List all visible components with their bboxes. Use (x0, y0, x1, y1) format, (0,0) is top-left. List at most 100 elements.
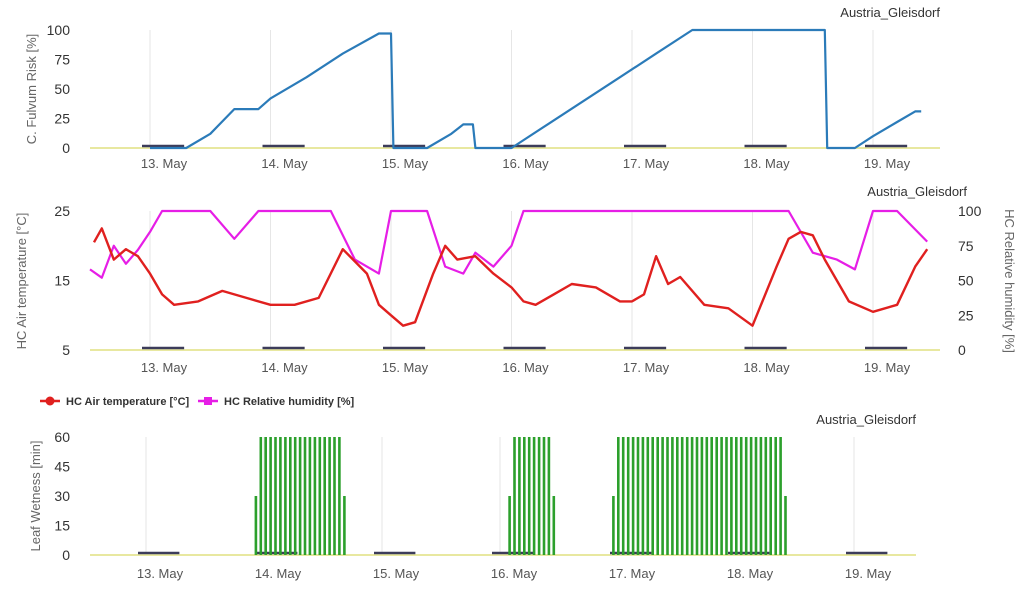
leaf-wetness-bar[interactable] (523, 437, 526, 555)
leaf-wetness-bar[interactable] (269, 437, 272, 555)
leaf-wetness-bar[interactable] (680, 437, 684, 555)
chart3-x-tick-label: 15. May (373, 566, 420, 581)
leaf-wetness-bar[interactable] (754, 437, 758, 555)
chart2-x-tick-label: 18. May (743, 360, 790, 375)
leaf-wetness-bar[interactable] (685, 437, 689, 555)
chart2-x-tick-label: 16. May (502, 360, 549, 375)
leaf-wetness-bar[interactable] (769, 437, 772, 555)
leaf-wetness-bar[interactable] (293, 437, 297, 555)
leaf-wetness-bar[interactable] (705, 437, 709, 555)
leaf-wetness-bar[interactable] (303, 437, 307, 555)
leaf-wetness-bar[interactable] (651, 437, 654, 555)
chart1-x-tick-label: 17. May (623, 156, 670, 171)
leaf-wetness-bar[interactable] (690, 437, 694, 555)
leaf-wetness-bar[interactable] (700, 437, 704, 555)
leaf-wetness-bar[interactable] (547, 437, 551, 555)
leaf-wetness-bar[interactable] (710, 437, 713, 555)
chart1-y-tick-label: 75 (54, 52, 70, 68)
leaf-wetness-bar[interactable] (759, 437, 763, 555)
leaf-wetness-bar[interactable] (744, 437, 748, 555)
leaf-wetness-bar[interactable] (735, 437, 738, 555)
chart2-y-tick-label: 25 (54, 203, 70, 219)
leaf-wetness-bar[interactable] (715, 437, 718, 555)
leaf-wetness-bar[interactable] (612, 496, 615, 555)
chart2-right-axis-label: HC Relative humidity [%] (1002, 209, 1017, 353)
leaf-wetness-bar[interactable] (259, 437, 263, 555)
leaf-wetness-bar[interactable] (636, 437, 640, 555)
chart2-left-axis-label: HC Air temperature [°C] (14, 213, 29, 350)
leaf-wetness-bar[interactable] (725, 437, 728, 555)
leaf-wetness-bar[interactable] (537, 437, 541, 555)
leaf-wetness-bar[interactable] (774, 437, 777, 555)
leaf-wetness-bar[interactable] (764, 437, 768, 555)
leaf-wetness-bar[interactable] (264, 437, 267, 555)
leaf-wetness-bar[interactable] (308, 437, 312, 555)
leaf-wetness-bar[interactable] (532, 437, 536, 555)
leaf-wetness-bar[interactable] (656, 437, 659, 555)
leaf-wetness-bar[interactable] (274, 437, 277, 555)
chart2-x-tick-label: 15. May (382, 360, 429, 375)
humidity-series-line[interactable] (89, 209, 928, 279)
temperature-series-line[interactable] (92, 227, 929, 327)
leaf-wetness-bar[interactable] (695, 437, 699, 555)
leaf-wetness-bar[interactable] (254, 496, 258, 555)
leaf-wetness-bar[interactable] (513, 437, 516, 555)
leaf-wetness-bar[interactable] (328, 437, 331, 555)
legend-label-temperature: HC Air temperature [°C] (66, 396, 190, 408)
legend-label-humidity: HC Relative humidity [%] (224, 396, 355, 408)
chart1-y-axis-label: C. Fulvum Risk [%] (24, 34, 39, 145)
leaf-wetness-bar[interactable] (318, 437, 322, 555)
leaf-wetness-bar[interactable] (641, 437, 645, 555)
chart2-station-label: Austria_Gleisdorf (867, 184, 967, 199)
leaf-wetness-bar[interactable] (338, 437, 341, 555)
leaf-wetness-bar[interactable] (749, 437, 753, 555)
leaf-wetness-bar[interactable] (289, 437, 292, 555)
leaf-wetness-bar[interactable] (527, 437, 531, 555)
leaf-wetness-bar[interactable] (323, 437, 326, 555)
leaf-wetness-bar[interactable] (646, 437, 650, 555)
leaf-wetness-bar[interactable] (333, 437, 336, 555)
leaf-wetness-bar[interactable] (621, 437, 625, 555)
chart3-y-axis-label: Leaf Wetness [min] (28, 440, 43, 551)
legend-item-humidity[interactable]: HC Relative humidity [%] (198, 396, 355, 408)
leaf-wetness-bar[interactable] (343, 496, 346, 555)
chart3-grid: 13. May 14. May 15. May 16. May 17. May 18. M… (54, 429, 916, 581)
leaf-wetness-bar[interactable] (631, 437, 635, 555)
leaf-wetness-bar[interactable] (298, 437, 302, 555)
leaf-wetness-bar[interactable] (720, 437, 723, 555)
chart2-x-tick-label: 19. May (864, 360, 911, 375)
leaf-wetness-bar[interactable] (279, 437, 282, 555)
leaf-wetness-bar[interactable] (676, 437, 679, 555)
risk-series-line[interactable] (150, 28, 922, 150)
leaf-wetness-bar[interactable] (666, 437, 669, 555)
leaf-wetness-bar[interactable] (779, 437, 782, 555)
chart2-y-right-tick-label: 50 (958, 273, 974, 289)
legend-item-temperature[interactable]: HC Air temperature [°C] (40, 396, 190, 408)
legend-marker-humidity (204, 397, 212, 405)
leaf-wetness-bar[interactable] (552, 496, 556, 555)
leaf-wetness-bar[interactable] (661, 437, 664, 555)
chart1-x-tick-label: 13. May (141, 156, 188, 171)
leaf-wetness-bar[interactable] (739, 437, 743, 555)
chart3-x-tick-label: 14. May (255, 566, 302, 581)
leaf-wetness-bar[interactable] (626, 437, 630, 555)
leaf-wetness-bar[interactable] (542, 437, 546, 555)
chart2-y-right-tick-label: 75 (958, 238, 974, 254)
chart1-x-tick-label: 18. May (743, 156, 790, 171)
leaf-wetness-bar[interactable] (784, 496, 787, 555)
chart3-x-tick-label: 17. May (609, 566, 656, 581)
chart1-grid: 13. May 14. May 15. May 16. May 17. May 18. M… (47, 22, 940, 171)
leaf-wetness-bar[interactable] (671, 437, 674, 555)
chart2-grid: 13. May 14. May 15. May 16. May 17. May 18. M… (54, 203, 981, 375)
chart2-legend: HC Air temperature [°C] HC Relative humi… (40, 396, 355, 408)
leaf-wetness-bar[interactable] (313, 437, 317, 555)
leaf-wetness-bar[interactable] (730, 437, 733, 555)
leaf-wetness-bar[interactable] (284, 437, 287, 555)
chart2-y-right-tick-label: 25 (958, 307, 974, 323)
leaf-wetness-bar[interactable] (617, 437, 620, 555)
chart3-y-tick-label: 60 (54, 429, 70, 445)
leaf-wetness-bar[interactable] (508, 496, 511, 555)
chart1-y-tick-label: 25 (54, 111, 70, 127)
leaf-wetness-bar[interactable] (518, 437, 521, 555)
